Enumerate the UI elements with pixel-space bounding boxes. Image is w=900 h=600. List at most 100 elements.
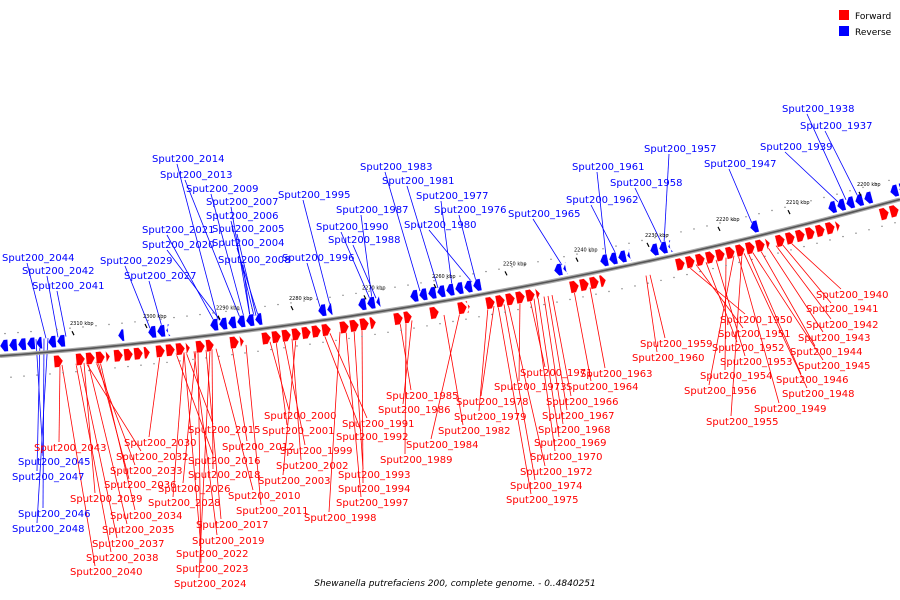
forward-gene-feature[interactable] [205,339,215,353]
reverse-gene-label[interactable]: Sput200_1987 [336,205,409,216]
reverse-gene-feature[interactable] [254,312,263,326]
forward-gene-feature[interactable] [320,323,332,337]
forward-gene-label[interactable]: Sput200_2003 [258,476,331,487]
forward-gene-feature[interactable] [95,351,106,364]
reverse-gene-feature[interactable] [845,195,856,210]
reverse-gene-feature[interactable] [626,248,633,262]
forward-gene-feature[interactable] [598,274,607,288]
forward-gene-label[interactable]: Sput200_1999 [280,446,353,457]
forward-gene-feature[interactable] [53,355,64,368]
forward-gene-label[interactable]: Sput200_1971 [520,368,593,379]
forward-gene-label[interactable]: Sput200_2039 [70,494,143,505]
forward-gene-label[interactable]: Sput200_1946 [776,375,849,386]
reverse-gene-feature[interactable] [357,297,368,311]
reverse-gene-feature[interactable] [608,251,619,265]
reverse-gene-feature[interactable] [827,200,838,215]
forward-gene-label[interactable]: Sput200_1969 [534,438,607,449]
reverse-gene-label[interactable]: Sput200_2006 [206,211,279,222]
forward-gene-label[interactable]: Sput200_1963 [580,369,653,380]
reverse-gene-feature[interactable] [836,198,847,212]
forward-gene-label[interactable]: Sput200_1982 [438,426,511,437]
reverse-gene-feature[interactable] [562,261,569,275]
forward-gene-feature[interactable] [878,207,891,221]
forward-gene-feature[interactable] [464,300,471,314]
forward-gene-feature[interactable] [428,306,440,320]
forward-gene-feature[interactable] [229,336,240,350]
reverse-gene-feature[interactable] [463,279,474,293]
forward-gene-feature[interactable] [578,278,590,292]
forward-gene-feature[interactable] [113,349,124,363]
forward-gene-label[interactable]: Sput200_1942 [806,320,879,331]
forward-gene-label[interactable]: Sput200_1956 [684,386,757,397]
forward-gene-feature[interactable] [290,327,302,341]
forward-gene-label[interactable]: Sput200_2024 [174,579,247,590]
forward-gene-feature[interactable] [338,320,350,334]
reverse-gene-label[interactable]: Sput200_1996 [282,253,355,264]
forward-gene-feature[interactable] [744,241,757,255]
reverse-gene-label[interactable]: Sput200_2029 [100,256,173,267]
forward-gene-label[interactable]: Sput200_1944 [790,347,863,358]
reverse-gene-label[interactable]: Sput200_2046 [18,509,91,520]
reverse-gene-label[interactable]: Sput200_2020 [142,240,215,251]
reverse-gene-label[interactable]: Sput200_2014 [152,154,225,165]
forward-gene-feature[interactable] [123,348,134,362]
forward-gene-label[interactable]: Sput200_2043 [34,443,107,454]
forward-gene-label[interactable]: Sput200_2018 [188,470,261,481]
forward-gene-label[interactable]: Sput200_1967 [542,411,615,422]
forward-gene-label[interactable]: Sput200_1952 [712,343,785,354]
forward-gene-feature[interactable] [310,325,322,339]
forward-gene-feature[interactable] [261,331,272,345]
reverse-gene-label[interactable]: Sput200_2044 [2,253,75,264]
reverse-gene-feature[interactable] [409,289,420,303]
forward-gene-feature[interactable] [358,317,370,331]
reverse-gene-label[interactable]: Sput200_2042 [22,266,95,277]
forward-gene-feature[interactable] [794,229,807,243]
forward-gene-feature[interactable] [348,319,360,333]
reverse-gene-label[interactable]: Sput200_2005 [212,224,285,235]
reverse-gene-label[interactable]: Sput200_2013 [160,170,233,181]
forward-gene-feature[interactable] [133,347,144,361]
forward-gene-feature[interactable] [143,346,151,360]
forward-gene-label[interactable]: Sput200_1968 [538,425,611,436]
reverse-gene-feature[interactable] [889,183,900,198]
forward-gene-feature[interactable] [568,280,580,294]
reverse-gene-feature[interactable] [236,314,246,328]
forward-gene-feature[interactable] [494,294,506,308]
reverse-gene-label[interactable]: Sput200_2045 [18,457,91,468]
forward-gene-label[interactable]: Sput200_2015 [188,425,261,436]
forward-gene-feature[interactable] [724,246,737,260]
forward-gene-feature[interactable] [368,316,377,330]
reverse-gene-feature[interactable] [218,317,228,330]
forward-gene-feature[interactable] [764,237,772,251]
forward-gene-label[interactable]: Sput200_1949 [754,404,827,415]
forward-gene-label[interactable]: Sput200_1964 [566,382,639,393]
reverse-gene-feature[interactable] [454,281,465,295]
forward-gene-label[interactable]: Sput200_1970 [530,452,603,463]
forward-gene-feature[interactable] [85,352,96,365]
forward-gene-feature[interactable] [834,220,842,233]
forward-gene-label[interactable]: Sput200_1993 [338,470,411,481]
reverse-gene-feature[interactable] [436,284,447,298]
forward-gene-label[interactable]: Sput200_2001 [262,426,335,437]
reverse-gene-feature[interactable] [156,324,166,338]
reverse-gene-label[interactable]: Sput200_1988 [328,235,401,246]
reverse-gene-feature[interactable] [418,287,429,301]
forward-gene-label[interactable]: Sput200_1984 [406,440,479,451]
forward-gene-feature[interactable] [804,226,817,241]
reverse-gene-feature[interactable] [227,316,237,329]
forward-gene-label[interactable]: Sput200_2033 [110,466,183,477]
forward-gene-feature[interactable] [524,289,536,303]
forward-gene-label[interactable]: Sput200_2028 [148,498,221,509]
reverse-gene-label[interactable]: Sput200_1938 [782,104,855,115]
forward-gene-label[interactable]: Sput200_2016 [188,456,261,467]
reverse-gene-label[interactable]: Sput200_1937 [800,121,873,132]
reverse-gene-feature[interactable] [617,249,628,263]
forward-gene-feature[interactable] [392,312,404,326]
reverse-gene-label[interactable]: Sput200_1995 [278,190,351,201]
forward-gene-label[interactable]: Sput200_2023 [176,564,249,575]
forward-gene-feature[interactable] [195,340,206,354]
forward-gene-feature[interactable] [734,243,747,258]
reverse-gene-feature[interactable] [26,337,36,350]
forward-gene-feature[interactable] [684,255,696,269]
forward-gene-label[interactable]: Sput200_1985 [386,391,459,402]
